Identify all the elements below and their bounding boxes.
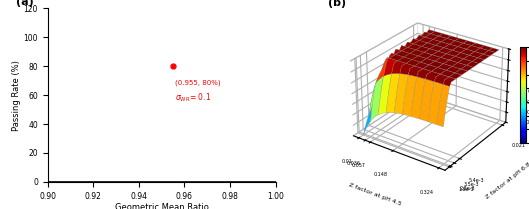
X-axis label: Geometric Mean Ratio: Geometric Mean Ratio xyxy=(115,203,208,209)
Text: $\sigma_\mathrm{WR}$= 0.1: $\sigma_\mathrm{WR}$= 0.1 xyxy=(175,92,212,104)
X-axis label: Z factor at pH 4.5: Z factor at pH 4.5 xyxy=(348,182,402,207)
Text: (b): (b) xyxy=(327,0,346,8)
Y-axis label: Z factor at pH 6.8: Z factor at pH 6.8 xyxy=(485,162,529,200)
Y-axis label: Passing Rate (%): Passing Rate (%) xyxy=(12,60,21,131)
Text: (a): (a) xyxy=(16,0,33,7)
Text: (0.955, 80%): (0.955, 80%) xyxy=(175,80,221,87)
